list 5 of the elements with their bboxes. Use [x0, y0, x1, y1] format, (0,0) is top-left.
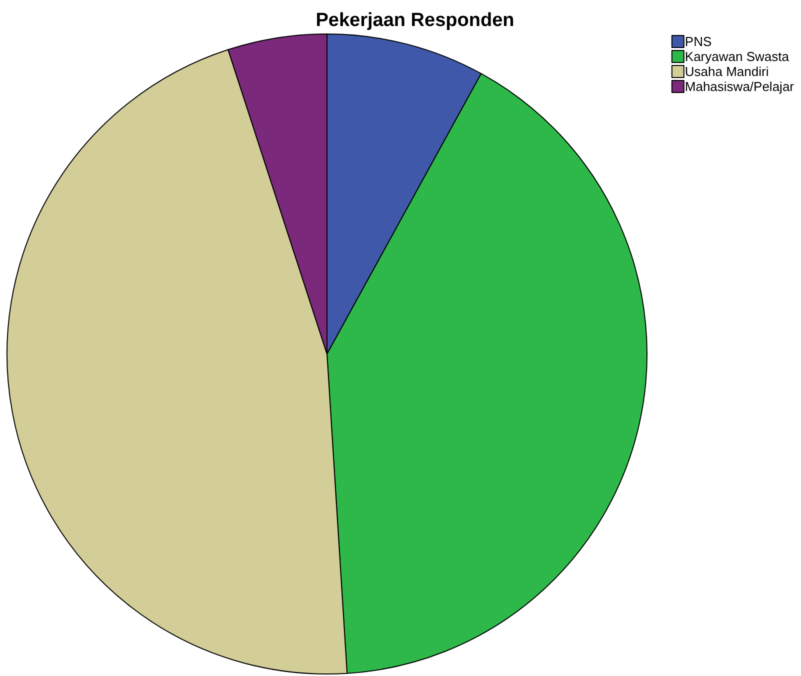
- chart-title: Pekerjaan Responden: [316, 10, 514, 31]
- legend-label: Mahasiswa/Pelajar: [684, 79, 795, 94]
- legend-label: Usaha Mandiri: [684, 64, 769, 79]
- legend-label: PNS: [684, 34, 712, 49]
- legend-label: Karyawan Swasta: [684, 49, 790, 64]
